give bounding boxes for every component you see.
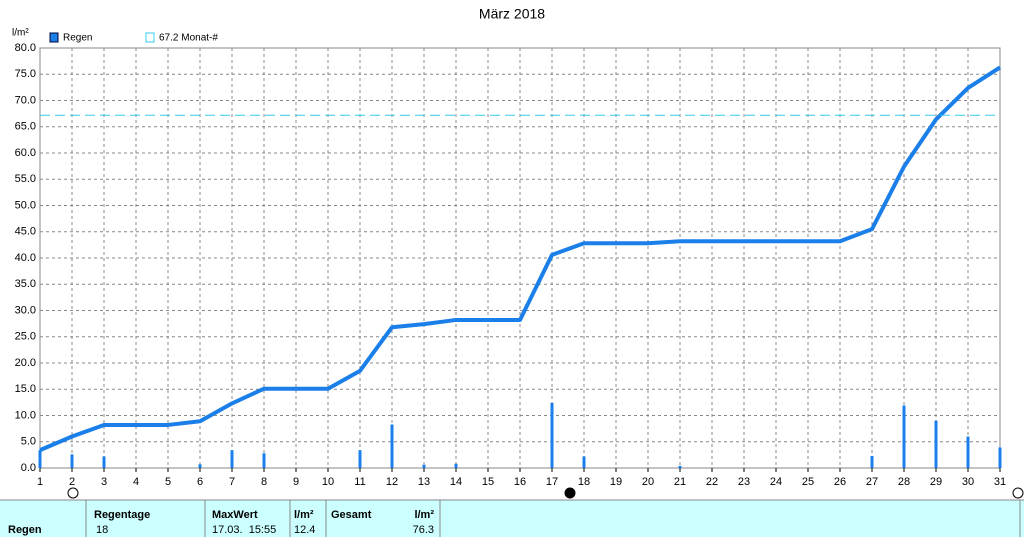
table-header: l/m² xyxy=(294,509,314,521)
x-tick-label: 4 xyxy=(133,476,139,488)
bar xyxy=(38,450,42,468)
bar xyxy=(966,436,970,468)
bar xyxy=(870,455,874,468)
bar xyxy=(582,456,586,468)
bar xyxy=(902,405,906,468)
y-tick-label: 35.0 xyxy=(15,278,36,290)
x-tick-label: 16 xyxy=(514,476,526,488)
bar xyxy=(550,402,554,468)
moon-icon xyxy=(1012,487,1024,499)
y-tick-label: 65.0 xyxy=(15,121,36,133)
y-tick-label: 60.0 xyxy=(15,147,36,159)
table-cell: 12.4 xyxy=(294,524,315,536)
y-tick-label: 55.0 xyxy=(15,173,36,185)
bar xyxy=(390,424,394,468)
bar xyxy=(230,450,234,468)
bar xyxy=(102,456,106,468)
x-tick-label: 8 xyxy=(261,476,267,488)
x-tick-label: 24 xyxy=(770,476,782,488)
x-tick-label: 28 xyxy=(898,476,910,488)
table-cell: 18 xyxy=(96,524,108,536)
legend-label: 67.2 Monat-# xyxy=(159,33,218,44)
cumulative-line xyxy=(39,65,1002,452)
moon-icon xyxy=(564,487,576,499)
x-tick-label: 13 xyxy=(418,476,430,488)
legend-swatch xyxy=(49,32,59,43)
chart-title: März 2018 xyxy=(479,6,545,22)
x-tick-label: 21 xyxy=(674,476,686,488)
table-header: l/m² xyxy=(414,509,434,521)
bar xyxy=(198,464,202,468)
x-tick-label: 5 xyxy=(165,476,171,488)
x-tick-label: 19 xyxy=(610,476,622,488)
x-tick-label: 3 xyxy=(101,476,107,488)
bar xyxy=(358,450,362,468)
y-tick-label: 75.0 xyxy=(15,68,36,80)
y-tick-label: 20.0 xyxy=(15,357,36,369)
y-tick-label: 70.0 xyxy=(15,94,36,106)
x-tick-label: 30 xyxy=(962,476,974,488)
x-tick-label: 20 xyxy=(642,476,654,488)
x-tick-label: 29 xyxy=(930,476,942,488)
legend-swatch xyxy=(145,32,155,43)
table-header: Regentage xyxy=(94,509,150,521)
x-tick-label: 12 xyxy=(386,476,398,488)
x-tick-label: 7 xyxy=(229,476,235,488)
moon-icon xyxy=(67,487,79,499)
table-cell: 17.03. 15:55 xyxy=(212,524,276,536)
bar xyxy=(998,447,1002,468)
x-tick-label: 25 xyxy=(802,476,814,488)
y-tick-label: 0.0 xyxy=(21,462,36,474)
x-tick-label: 2 xyxy=(69,476,75,488)
legend-label: Regen xyxy=(63,33,92,44)
y-tick-label: 80.0 xyxy=(15,42,36,54)
x-tick-label: 9 xyxy=(293,476,299,488)
y-tick-label: 30.0 xyxy=(15,304,36,316)
y-tick-label: 5.0 xyxy=(21,436,36,448)
x-tick-label: 17 xyxy=(546,476,558,488)
y-tick-label: 25.0 xyxy=(15,331,36,343)
x-tick-label: 23 xyxy=(738,476,750,488)
y-tick-label: 50.0 xyxy=(15,199,36,211)
x-tick-label: 27 xyxy=(866,476,878,488)
x-tick-label: 31 xyxy=(994,476,1006,488)
x-tick-label: 22 xyxy=(706,476,718,488)
x-tick-label: 14 xyxy=(450,476,462,488)
y-tick-label: 15.0 xyxy=(15,383,36,395)
bar xyxy=(678,465,682,468)
table-header: MaxWert xyxy=(212,509,258,521)
moon-phases xyxy=(67,487,1024,499)
table-header: Gesamt xyxy=(331,509,372,521)
x-tick-label: 10 xyxy=(322,476,334,488)
x-tick-label: 1 xyxy=(37,476,43,488)
table-lines xyxy=(0,499,1024,537)
bar xyxy=(422,464,426,468)
y-tick-label: 45.0 xyxy=(15,226,36,238)
table-cell: 76.3 xyxy=(413,524,434,536)
bar xyxy=(454,463,458,468)
x-tick-label: 11 xyxy=(354,476,365,488)
x-tick-label: 15 xyxy=(482,476,494,488)
x-tick-label: 26 xyxy=(834,476,846,488)
y-tick-label: 40.0 xyxy=(15,252,36,264)
bar xyxy=(934,420,938,468)
y-tick-label: 10.0 xyxy=(15,409,36,421)
bar xyxy=(70,454,74,468)
summary-table xyxy=(0,500,1024,537)
x-tick-label: 18 xyxy=(578,476,590,488)
y-axis-label: l/m² xyxy=(12,28,29,39)
x-tick-label: 6 xyxy=(197,476,203,488)
bar xyxy=(262,453,266,468)
table-row-label: Regen xyxy=(8,524,42,536)
